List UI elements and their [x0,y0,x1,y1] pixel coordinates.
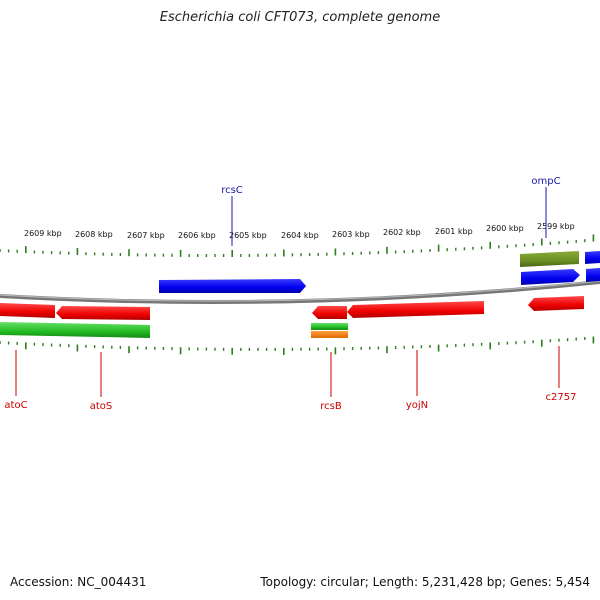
gene-rcsC[interactable] [159,279,306,293]
scale-label: 2606 kbp [178,231,216,240]
gene-label-ompC[interactable]: ompC [531,176,560,187]
minus-strand-features [0,296,584,338]
gene-olive-feature[interactable] [520,251,579,267]
top-scale-ticks [0,234,595,257]
gene-yojN[interactable] [347,301,484,318]
gene-rcsB[interactable] [312,306,347,319]
gene-label-atoC[interactable]: atoC [4,400,27,411]
scale-label: 2604 kbp [281,231,319,240]
plus-strand-features [159,251,600,293]
gene-green-feature[interactable] [0,322,150,338]
genome-summary-text: Topology: circular; Length: 5,231,428 bp… [260,575,590,589]
bottom-scale-ticks [0,336,595,355]
top-gene-labels: rcsC ompC [221,176,561,246]
scale-label: 2603 kbp [332,230,370,239]
genome-backbone-highlight [0,280,600,302]
scale-label: 2600 kbp [486,224,524,233]
scale-labels: 2609 kbp 2608 kbp 2607 kbp 2606 kbp 2605… [24,222,575,240]
gene-label-yojN[interactable]: yojN [406,400,428,411]
gene-label-atoS[interactable]: atoS [90,401,113,412]
gene-label-c2757[interactable]: c2757 [546,392,577,403]
gene-ompC[interactable] [521,269,580,285]
scale-label: 2609 kbp [24,229,62,238]
genome-backbone [0,280,600,305]
bottom-gene-labels: atoC atoS rcsB yojN c2757 [4,346,576,412]
gene-rcsB-orange[interactable] [311,331,348,338]
gene-right-blue-1[interactable] [585,251,600,264]
gene-label-rcsC[interactable]: rcsC [221,185,243,196]
scale-label: 2607 kbp [127,231,165,240]
gene-right-blue-2[interactable] [586,268,600,282]
genome-title: Escherichia coli CFT073, complete genome [159,10,441,25]
gene-rcsB-green[interactable] [311,323,348,330]
gene-c2757[interactable] [528,296,584,311]
scale-label: 2602 kbp [383,228,421,237]
gene-atoC[interactable] [0,303,55,318]
scale-label: 2601 kbp [435,227,473,236]
gene-atoS[interactable] [56,306,150,320]
accession-text: Accession: NC_004431 [10,575,147,589]
scale-label: 2605 kbp [229,231,267,240]
scale-label: 2608 kbp [75,230,113,239]
gene-label-rcsB[interactable]: rcsB [320,401,342,412]
scale-label: 2599 kbp [537,222,575,231]
